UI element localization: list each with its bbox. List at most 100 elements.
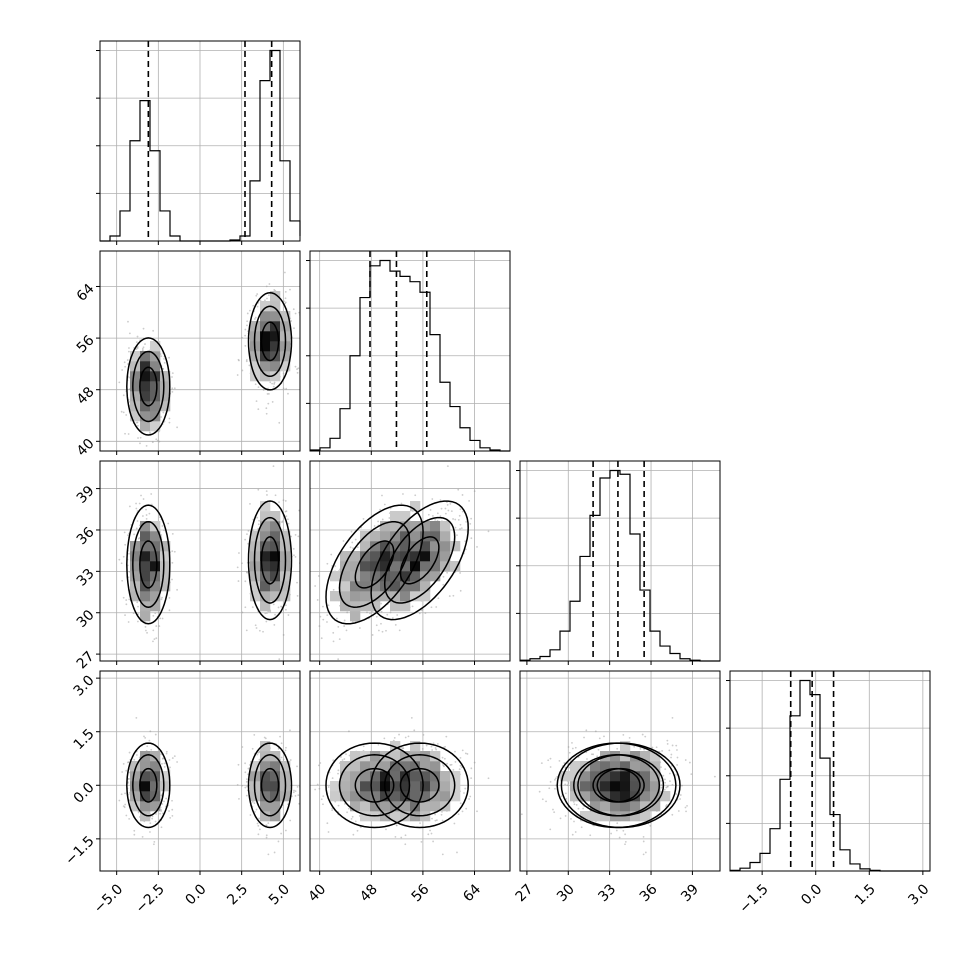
scatter-point <box>281 521 283 524</box>
scatter-point <box>277 840 280 843</box>
scatter-point <box>135 527 138 530</box>
scatter-point <box>160 355 163 358</box>
density-cell <box>250 321 261 332</box>
panel-content <box>520 671 720 871</box>
density-cell <box>640 751 651 762</box>
density-cell <box>590 801 601 812</box>
scatter-point <box>466 753 469 755</box>
density-cell <box>270 511 281 522</box>
scatter-point <box>383 737 386 740</box>
scatter-point <box>316 599 319 601</box>
density-cell <box>360 781 371 792</box>
density-cell <box>350 601 361 612</box>
density-cell <box>370 571 381 582</box>
x-tick-label: 48 <box>357 881 381 905</box>
scatter-point <box>446 465 449 468</box>
scatter-point <box>154 612 157 615</box>
scatter-point <box>141 349 144 352</box>
scatter-point <box>171 578 173 581</box>
scatter-point <box>285 515 288 518</box>
scatter-point <box>686 804 688 807</box>
density-cell <box>270 801 281 812</box>
scatter-point <box>145 514 148 516</box>
scatter-panel-3-2 <box>519 670 721 875</box>
density-cell <box>140 591 151 602</box>
density-cell <box>450 791 461 802</box>
scatter-point <box>251 747 254 750</box>
density-image <box>330 501 461 622</box>
scatter-point <box>176 426 179 429</box>
scatter-point <box>454 750 456 753</box>
scatter-point <box>244 334 247 337</box>
scatter-point <box>124 543 127 546</box>
density-cell <box>400 511 411 522</box>
density-cell <box>280 591 291 602</box>
x-tick-label: 64 <box>460 881 484 905</box>
scatter-point <box>169 766 171 769</box>
density-cell <box>350 551 361 562</box>
scatter-point <box>664 768 667 771</box>
density-cell <box>130 551 141 562</box>
scatter-point <box>163 762 166 765</box>
contour-line <box>132 350 165 423</box>
density-cell <box>260 761 271 772</box>
density-cell <box>390 511 401 522</box>
density-cell <box>270 581 281 592</box>
density-cell <box>260 801 271 812</box>
scatter-point <box>127 320 129 323</box>
histogram-bar <box>820 758 830 871</box>
histogram-bar <box>660 646 670 661</box>
density-cell <box>600 761 611 772</box>
scatter-point <box>150 493 153 495</box>
density-cell <box>340 601 351 612</box>
contour-line <box>139 767 158 803</box>
scatter-point <box>128 350 130 353</box>
density-cell <box>650 771 661 782</box>
density-cell <box>160 401 171 412</box>
scatter-point <box>173 550 176 553</box>
density-cell <box>390 771 401 782</box>
density-cell <box>270 761 281 772</box>
scatter-point <box>136 335 139 338</box>
scatter-point <box>639 748 642 750</box>
density-cell <box>130 371 141 382</box>
scatter-point <box>251 800 254 803</box>
scatter-point <box>610 832 613 835</box>
scatter-point <box>132 612 135 615</box>
scatter-point <box>453 822 456 825</box>
density-cell <box>260 341 271 352</box>
scatter-point <box>446 504 449 506</box>
density-cell <box>340 551 351 562</box>
scatter-point <box>448 595 451 597</box>
scatter-point <box>273 624 276 626</box>
scatter-point <box>679 798 681 800</box>
density-cell <box>140 541 151 552</box>
density-cell <box>640 781 651 792</box>
density-cell <box>620 801 631 812</box>
scatter-point <box>155 438 158 441</box>
density-cell <box>400 801 411 812</box>
scatter-point <box>350 530 353 533</box>
density-cell <box>340 791 351 802</box>
scatter-point <box>277 606 280 609</box>
scatter-point <box>241 369 244 372</box>
scatter-point <box>265 834 268 837</box>
density-cell <box>360 791 371 802</box>
scatter-point <box>322 618 325 621</box>
density-cell <box>590 811 601 822</box>
scatter-point <box>150 748 153 751</box>
density-cell <box>370 791 381 802</box>
scatter-point <box>163 800 165 803</box>
scatter-point <box>558 759 561 762</box>
scatter-point <box>289 759 292 761</box>
density-cell <box>160 561 171 572</box>
scatter-point <box>410 717 413 719</box>
scatter-point <box>171 799 173 802</box>
contour-line <box>325 504 424 625</box>
density-cell <box>350 591 361 602</box>
grid <box>310 251 510 451</box>
scatter-point <box>431 749 434 751</box>
scatter-point <box>289 819 292 822</box>
scatter-point <box>386 613 389 616</box>
scatter-point <box>140 494 142 497</box>
